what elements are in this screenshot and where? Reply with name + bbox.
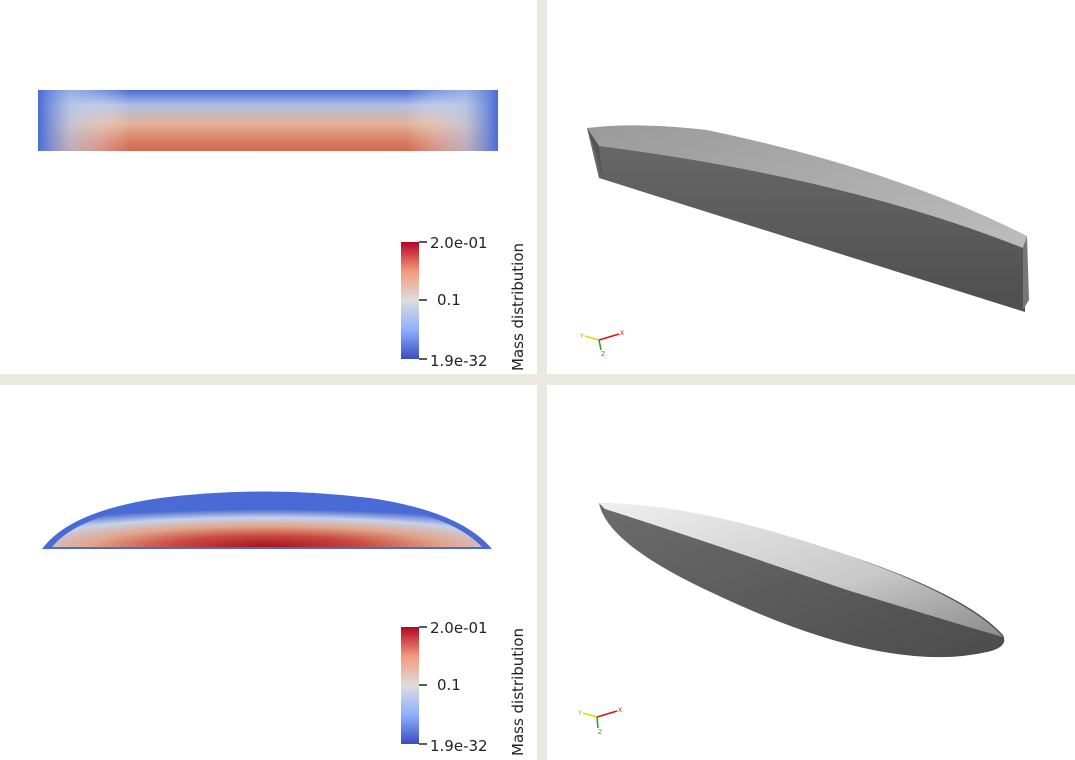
colorbar-min-label: 1.9e-32 xyxy=(430,352,488,370)
colorbar-title: Mass distribution xyxy=(509,243,527,371)
x-axis-label: X xyxy=(620,330,624,337)
hull-3d-rect xyxy=(587,125,1029,312)
x-axis-line xyxy=(596,710,618,718)
x-axis-label: X xyxy=(618,707,622,714)
y-axis-label: Y xyxy=(579,333,584,340)
colorbar-ramp xyxy=(401,242,419,359)
render-view-top-right[interactable]: X Y Z xyxy=(547,0,1075,374)
orientation-axes: X Y Z xyxy=(577,707,622,736)
render-view-bottom-right[interactable]: X Y Z xyxy=(547,385,1075,760)
colorbar: 2.0e-01 0.1 1.9e-32 Mass distribution xyxy=(401,619,527,756)
render-canvas: 2.0e-01 0.1 1.9e-32 Mass distribution xyxy=(42,491,527,756)
colorbar-max-label: 2.0e-01 xyxy=(430,234,488,252)
z-axis-label: Z xyxy=(601,351,605,358)
y-axis-line xyxy=(582,712,598,718)
z-axis-line xyxy=(596,716,599,729)
z-axis-line xyxy=(598,339,602,351)
colorbar-mid-label: 0.1 xyxy=(437,291,461,309)
colorbar: 2.0e-01 0.1 1.9e-32 Mass distribution xyxy=(401,234,527,371)
horizontal-splitter[interactable] xyxy=(0,374,1075,385)
mass-slice-rect xyxy=(38,90,498,151)
orientation-axes: X Y Z xyxy=(579,330,624,358)
render-view-top-left[interactable]: 2.0e-01 0.1 1.9e-32 Mass distribution xyxy=(0,0,537,374)
z-axis-label: Z xyxy=(598,729,602,736)
colorbar-ramp xyxy=(401,627,419,744)
colorbar-max-label: 2.0e-01 xyxy=(430,619,488,637)
render-canvas: X Y Z xyxy=(579,125,1029,358)
colorbar-title: Mass distribution xyxy=(509,628,527,756)
render-view-bottom-left[interactable]: 2.0e-01 0.1 1.9e-32 Mass distribution xyxy=(0,385,537,760)
colorbar-mid-label: 0.1 xyxy=(437,676,461,694)
x-axis-line xyxy=(598,333,620,341)
mass-slice-ellipse xyxy=(42,491,492,549)
y-axis-line xyxy=(584,335,600,341)
render-canvas: X Y Z xyxy=(577,503,1005,736)
y-axis-label: Y xyxy=(577,710,582,717)
colorbar-min-label: 1.9e-32 xyxy=(430,737,488,755)
render-canvas: 2.0e-01 0.1 1.9e-32 Mass distribution xyxy=(38,90,527,371)
hull-3d-ellipse xyxy=(599,503,1005,658)
